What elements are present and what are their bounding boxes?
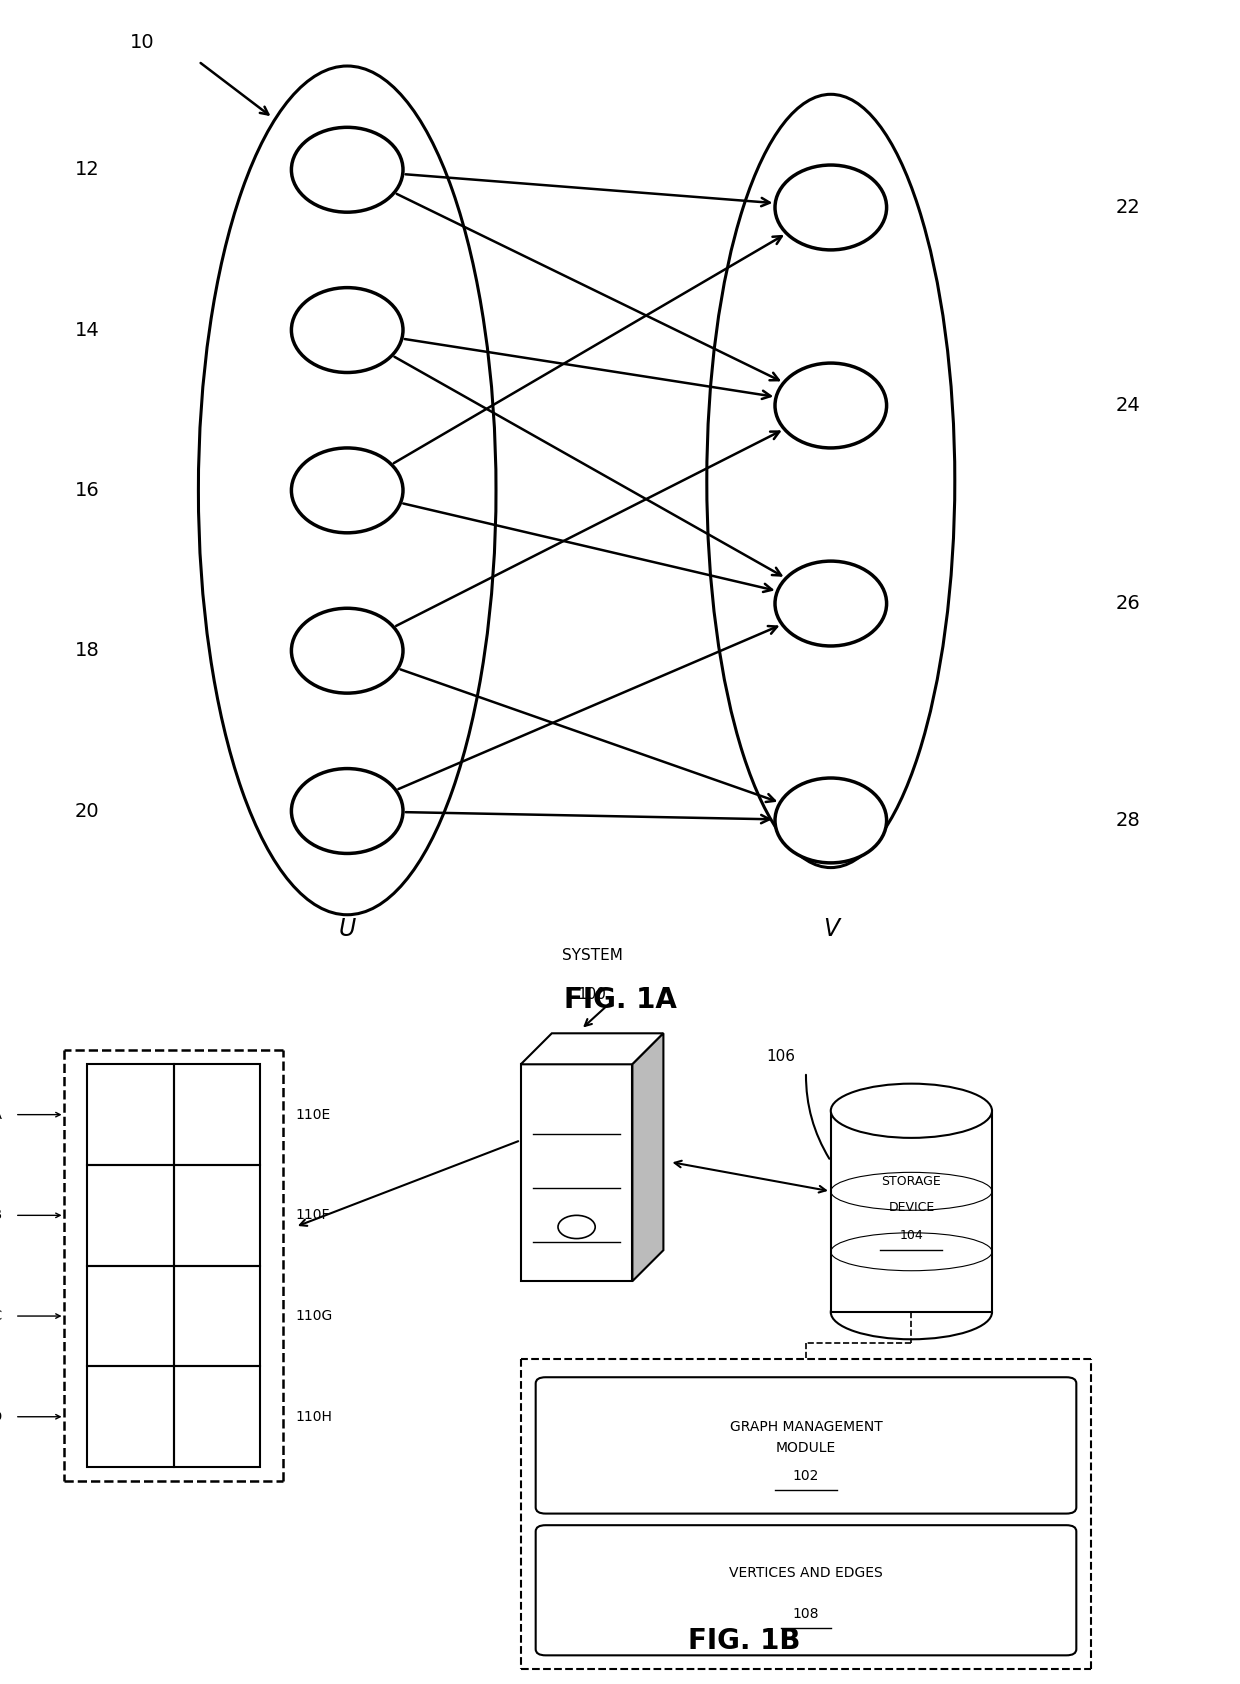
Text: GRAPH MANAGEMENT: GRAPH MANAGEMENT [729,1420,883,1433]
Text: 22: 22 [1116,199,1141,217]
Ellipse shape [831,1285,992,1339]
Circle shape [291,128,403,212]
Text: SYSTEM: SYSTEM [562,948,622,963]
Bar [174,1366,260,1467]
Circle shape [775,364,887,448]
Text: DEVICE: DEVICE [888,1201,935,1214]
FancyBboxPatch shape [536,1378,1076,1514]
Text: MODULE: MODULE [776,1442,836,1455]
Circle shape [291,768,403,854]
Circle shape [775,165,887,249]
Text: 110E: 110E [295,1108,330,1122]
Text: 24: 24 [1116,396,1141,414]
Text: STORAGE: STORAGE [882,1175,941,1187]
Text: 106: 106 [766,1049,796,1064]
Text: 110H: 110H [295,1410,332,1423]
Text: 110C: 110C [0,1308,2,1324]
Polygon shape [521,1034,663,1064]
Bar [174,1266,260,1366]
Text: 104: 104 [899,1229,924,1243]
Text: 16: 16 [74,482,99,500]
Text: 110F: 110F [295,1209,330,1223]
Text: FIG. 1B: FIG. 1B [688,1627,800,1655]
Text: 102: 102 [792,1470,820,1484]
Circle shape [291,448,403,532]
Bar [174,1165,260,1266]
Text: 18: 18 [74,642,99,660]
Text: 110B: 110B [0,1209,2,1223]
Text: V: V [822,916,839,941]
Bar [521,1064,632,1282]
Circle shape [775,778,887,862]
Bar [87,1366,174,1467]
Bar [87,1064,174,1165]
Text: 108: 108 [792,1607,820,1620]
Polygon shape [632,1034,663,1282]
Circle shape [775,561,887,647]
Text: 110G: 110G [295,1308,332,1324]
Text: 110A: 110A [0,1108,2,1122]
Bar [87,1165,174,1266]
Ellipse shape [831,1084,992,1138]
Circle shape [291,288,403,372]
Text: 12: 12 [74,160,99,179]
Text: FIG. 1A: FIG. 1A [563,985,677,1014]
Circle shape [291,608,403,694]
Text: 28: 28 [1116,812,1141,830]
Text: U: U [339,916,356,941]
Bar [174,1064,260,1165]
Text: 110D: 110D [0,1410,2,1423]
Bar [87,1266,174,1366]
Text: 20: 20 [74,802,99,820]
Text: VERTICES AND EDGES: VERTICES AND EDGES [729,1566,883,1580]
Text: 26: 26 [1116,594,1141,613]
Bar [831,1111,992,1312]
FancyBboxPatch shape [536,1526,1076,1655]
Text: 14: 14 [74,320,99,340]
Text: 10: 10 [130,34,155,52]
Text: 100: 100 [578,987,606,1002]
